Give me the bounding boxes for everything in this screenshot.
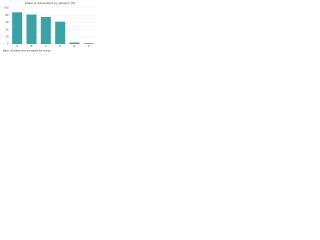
y-tick-label: 100 — [4, 6, 9, 10]
bar — [12, 12, 23, 44]
x-tick-label: F — [88, 44, 90, 48]
y-tick-label: 20 — [6, 34, 9, 38]
y-tick-label: 60 — [6, 20, 9, 24]
chart-note: Base: all adults who answered the survey — [3, 49, 51, 53]
bar — [69, 42, 80, 44]
bar — [26, 14, 37, 44]
bar — [55, 21, 66, 44]
x-tick-label: B — [31, 44, 33, 48]
y-tick-label: 0 — [7, 42, 9, 46]
y-tick-label: 40 — [6, 27, 9, 31]
x-tick-label: A — [16, 44, 18, 48]
bar — [83, 43, 94, 44]
x-tick-label: C — [45, 44, 47, 48]
x-tick-label: E — [74, 44, 76, 48]
y-tick-label: 80 — [6, 13, 9, 17]
x-tick-label: D — [59, 44, 61, 48]
chart: Share of respondents by category (%) Bas… — [3, 1, 96, 53]
bar — [40, 17, 51, 44]
chart-title: Share of respondents by category (%) — [25, 1, 76, 5]
